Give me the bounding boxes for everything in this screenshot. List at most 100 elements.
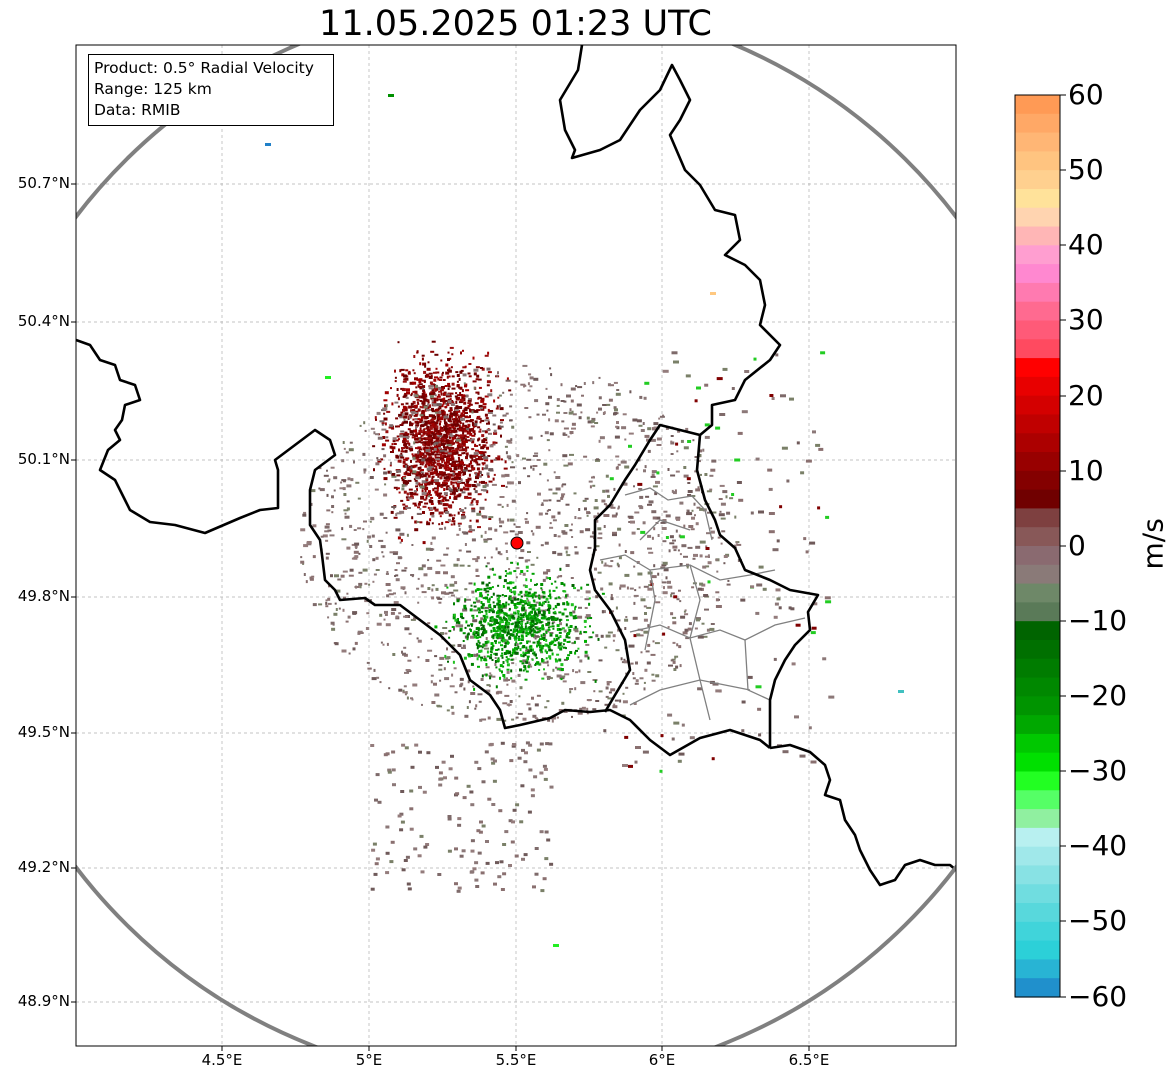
- lon-label-6-5: 6.5°E: [788, 1051, 830, 1069]
- echo-pixel: [418, 750, 422, 754]
- echo-pixel: [449, 409, 453, 412]
- echo-pixel: [446, 445, 449, 448]
- echo-pixel: [399, 510, 405, 514]
- echo-pixel: [406, 507, 411, 509]
- echo-pixel: [432, 403, 438, 407]
- echo-pixel: [495, 547, 498, 551]
- echo-pixel: [300, 560, 305, 564]
- echo-pixel: [420, 497, 425, 500]
- echo-pixel: [514, 629, 517, 633]
- echo-pixel: [357, 630, 363, 633]
- echo-pixel: [497, 396, 500, 399]
- echo-pixel: [542, 413, 546, 416]
- echo-pixel: [503, 467, 508, 470]
- echo-pixel: [451, 418, 455, 421]
- echo-pixel: [383, 517, 388, 519]
- echo-pixel: [540, 889, 545, 893]
- echo-pixel: [529, 385, 533, 388]
- echo-pixel: [406, 433, 410, 436]
- echo-pixel: [496, 717, 502, 721]
- echo-pixel: [449, 415, 451, 419]
- echo-pixel: [477, 607, 481, 611]
- echo-pixel: [376, 411, 381, 415]
- echo-pixel: [470, 635, 474, 639]
- echo-pixel: [448, 477, 451, 481]
- echo-pixel: [498, 608, 501, 612]
- echo-pixel: [493, 429, 497, 433]
- echo-pixel: [530, 629, 533, 633]
- echo-pixel: [481, 581, 485, 585]
- echo-pixel: [346, 507, 350, 511]
- echo-pixel: [428, 460, 432, 463]
- echo-pixel: [465, 620, 468, 624]
- echo-pixel: [410, 465, 415, 469]
- echo-pixel: [449, 398, 452, 401]
- echo-pixel: [446, 547, 450, 550]
- echo-pixel: [574, 626, 577, 628]
- echo-pixel: [587, 546, 592, 549]
- echo-pixel: [635, 746, 641, 749]
- echo-pixel: [455, 415, 458, 419]
- echo-pixel: [622, 764, 628, 767]
- echo-pixel: [447, 418, 450, 421]
- colorbar-segment: [1015, 865, 1060, 885]
- echo-pixel: [496, 626, 500, 628]
- echo-pixel: [624, 618, 629, 622]
- echo-pixel: [330, 574, 333, 578]
- echo-pixel: [357, 527, 362, 530]
- echo-pixel: [525, 565, 529, 569]
- echo-pixel: [403, 415, 407, 419]
- colorbar-segment: [1015, 658, 1060, 679]
- echo-pixel: [669, 542, 675, 545]
- echo-pixel: [331, 511, 334, 514]
- echo-pixel: [419, 483, 423, 487]
- echo-pixel: [530, 578, 532, 582]
- echo-pixel: [451, 387, 456, 390]
- echo-pixel: [414, 479, 418, 482]
- radar-site-marker: [510, 536, 524, 550]
- echo-pixel: [362, 528, 365, 531]
- echo-pixel: [392, 437, 397, 441]
- lat-label-49-2: 49.2°N: [17, 858, 70, 876]
- echo-pixel: [489, 623, 493, 627]
- echo-pixel: [543, 462, 548, 466]
- echo-pixel: [482, 451, 487, 454]
- echo-pixel: [710, 292, 716, 295]
- echo-pixel: [516, 628, 519, 632]
- echo-pixel: [623, 658, 626, 661]
- echo-pixel: [483, 655, 486, 658]
- echo-pixel: [520, 653, 523, 656]
- echo-pixel: [536, 556, 539, 559]
- echo-pixel: [687, 494, 692, 497]
- echo-pixel: [431, 398, 434, 402]
- echo-pixel: [699, 582, 704, 586]
- echo-pixel: [544, 431, 549, 435]
- echo-pixel: [557, 511, 561, 515]
- echo-pixel: [485, 583, 488, 587]
- echo-pixel: [434, 655, 438, 658]
- echo-pixel: [734, 458, 741, 462]
- echo-pixel: [500, 644, 503, 647]
- echo-pixel: [389, 860, 394, 864]
- echo-pixel: [504, 625, 506, 629]
- echo-pixel: [450, 644, 456, 647]
- echo-pixel: [678, 645, 682, 649]
- echo-pixel: [628, 764, 633, 768]
- echo-pixel: [525, 660, 529, 664]
- echo-pixel: [475, 474, 480, 477]
- echo-pixel: [526, 627, 530, 631]
- echo-pixel: [597, 527, 602, 531]
- echo-pixel: [556, 674, 562, 678]
- echo-pixel: [565, 594, 567, 598]
- echo-pixel: [523, 760, 528, 764]
- echo-pixel: [524, 652, 528, 654]
- echo-pixel: [537, 631, 540, 634]
- echo-pixel: [482, 405, 487, 409]
- echo-pixel: [548, 607, 550, 610]
- echo-pixel: [438, 527, 443, 530]
- echo-pixel: [443, 592, 449, 595]
- echo-pixel: [726, 511, 731, 515]
- echo-pixel: [737, 431, 743, 435]
- echo-pixel: [480, 658, 483, 662]
- echo-pixel: [529, 625, 533, 628]
